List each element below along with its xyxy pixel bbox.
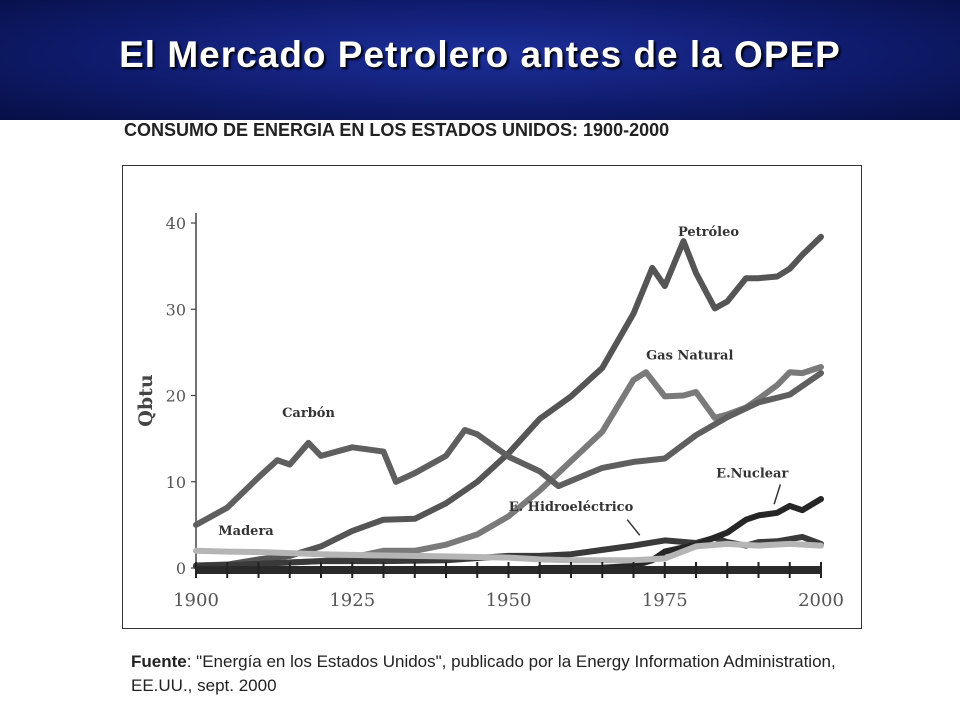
y-axis-label: Qbtu bbox=[135, 374, 157, 427]
nuclear-leader-line bbox=[773, 484, 782, 505]
series-annotation: Madera bbox=[218, 524, 274, 539]
source-label: Fuente bbox=[131, 652, 187, 671]
x-tick-label: 1925 bbox=[329, 590, 375, 611]
series-annotation: Gas Natural bbox=[646, 348, 733, 363]
x-tick-label: 2000 bbox=[798, 590, 844, 611]
y-tick-label: 40 bbox=[166, 214, 186, 233]
chart-frame: 0 10 20 30 40 Qbtu 1900 1925 1950 1975 2000 Petróle… bbox=[122, 165, 862, 629]
hydro-leader-line bbox=[626, 519, 641, 536]
series-line-1 bbox=[193, 364, 824, 569]
energy-consumption-chart: 0 10 20 30 40 Qbtu 1900 1925 1950 1975 2000 Petróle… bbox=[135, 213, 844, 611]
chart-title: CONSUMO DE ENERGIA EN LOS ESTADOS UNIDOS… bbox=[124, 120, 670, 140]
series-annotation: E.Nuclear bbox=[716, 466, 788, 481]
y-tick-label: 0 bbox=[176, 559, 186, 578]
y-tick-label: 30 bbox=[166, 300, 186, 319]
series-line-0 bbox=[193, 233, 824, 570]
y-tick-label: 10 bbox=[166, 473, 186, 492]
source-note: Fuente: "Energía en los Estados Unidos",… bbox=[131, 650, 851, 698]
series-annotation: E. Hidroeléctrico bbox=[509, 500, 634, 515]
title-bar: El Mercado Petrolero antes de la OPEP bbox=[0, 0, 960, 120]
y-tick-label: 20 bbox=[166, 387, 186, 406]
series-line-5 bbox=[193, 540, 824, 564]
x-tick-label: 1950 bbox=[486, 590, 532, 611]
slide-title: El Mercado Petrolero antes de la OPEP bbox=[119, 34, 841, 75]
x-tick-label: 1975 bbox=[642, 590, 688, 611]
source-text: : "Energía en los Estados Unidos", publi… bbox=[131, 652, 836, 695]
series-annotation: Petróleo bbox=[678, 225, 739, 240]
series-annotation: Carbón bbox=[282, 406, 335, 421]
series-line-2 bbox=[193, 370, 824, 528]
series-line-3 bbox=[193, 533, 824, 569]
x-tick-label: 1900 bbox=[173, 590, 219, 611]
